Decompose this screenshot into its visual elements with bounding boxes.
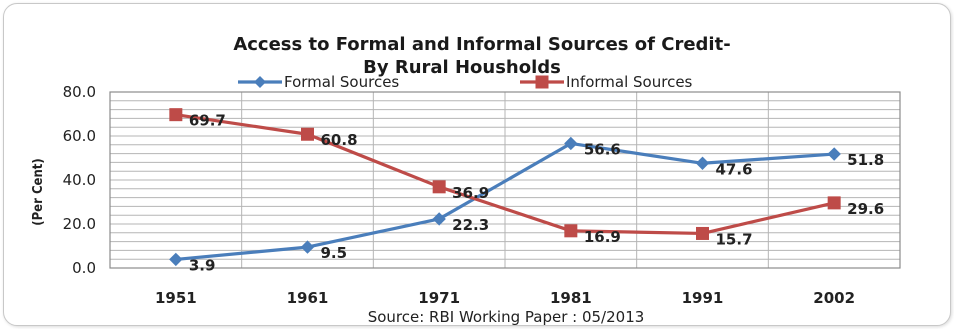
- data-point-marker: [696, 226, 709, 240]
- grid-lines: [109, 91, 901, 269]
- source-note: Source: RBI Working Paper : 05/2013: [368, 308, 645, 326]
- data-point-marker: [169, 252, 183, 267]
- data-label: 16.9: [584, 228, 621, 246]
- chart-frame: [3, 3, 951, 326]
- data-point-marker: [827, 147, 841, 161]
- x-tick-label: 1981: [550, 289, 592, 307]
- data-label: 69.7: [189, 112, 226, 130]
- y-axis-label: (Per Cent): [31, 158, 46, 225]
- data-label: 29.6: [847, 200, 884, 218]
- data-point-marker: [301, 127, 314, 141]
- data-point-marker: [169, 108, 183, 122]
- data-point-marker: [564, 136, 578, 151]
- y-axis-ticks: 0.0 20.0 40.0 60.0 80.0: [63, 83, 96, 277]
- y-tick-label: 0.0: [72, 259, 96, 277]
- y-tick-label: 80.0: [63, 83, 96, 101]
- legend-swatch-marker: [535, 75, 549, 89]
- y-tick-label: 40.0: [63, 171, 96, 189]
- data-label: 47.6: [716, 160, 753, 178]
- data-label: 9.5: [321, 244, 348, 262]
- data-point-marker: [564, 224, 578, 238]
- y-tick-label: 20.0: [63, 215, 96, 233]
- x-tick-label: 1951: [155, 289, 197, 307]
- chart-title-line2: By Rural Housholds: [363, 57, 561, 78]
- data-labels: 3.9 9.5 22.3 56.6 47.6 51.8 69.7 60.8 36.9 16.9 15…: [189, 112, 884, 275]
- series-line: [175, 113, 835, 236]
- data-label: 22.3: [452, 216, 489, 234]
- chart-title-line1: Access to Formal and Informal Sources of…: [233, 34, 730, 55]
- data-label: 56.6: [584, 140, 621, 158]
- data-point-marker: [827, 196, 841, 210]
- y-tick-label: 60.0: [63, 127, 96, 145]
- x-tick-label: 1961: [287, 289, 329, 307]
- data-label: 60.8: [321, 131, 358, 149]
- x-tick-label: 2002: [813, 289, 855, 307]
- data-point-marker: [432, 212, 446, 226]
- data-point-marker: [695, 156, 710, 170]
- x-axis-ticks: 1951 1961 1971 1981 1991 2002: [155, 289, 855, 307]
- data-label: 15.7: [716, 230, 753, 248]
- data-point-marker: [300, 240, 315, 254]
- legend-swatch-marker: [254, 76, 266, 88]
- data-point-marker: [432, 180, 446, 194]
- x-tick-label: 1991: [682, 289, 724, 307]
- legend-label: Formal Sources: [284, 73, 399, 91]
- plot-border: [109, 91, 901, 269]
- legend-label: Informal Sources: [566, 73, 693, 91]
- series-line: [175, 141, 835, 262]
- series-layer: [169, 108, 841, 267]
- legend: Formal Sources Informal Sources: [238, 73, 693, 91]
- data-label: 51.8: [847, 151, 884, 169]
- data-label: 3.9: [189, 256, 216, 274]
- data-label: 36.9: [452, 184, 489, 202]
- x-tick-label: 1971: [418, 289, 460, 307]
